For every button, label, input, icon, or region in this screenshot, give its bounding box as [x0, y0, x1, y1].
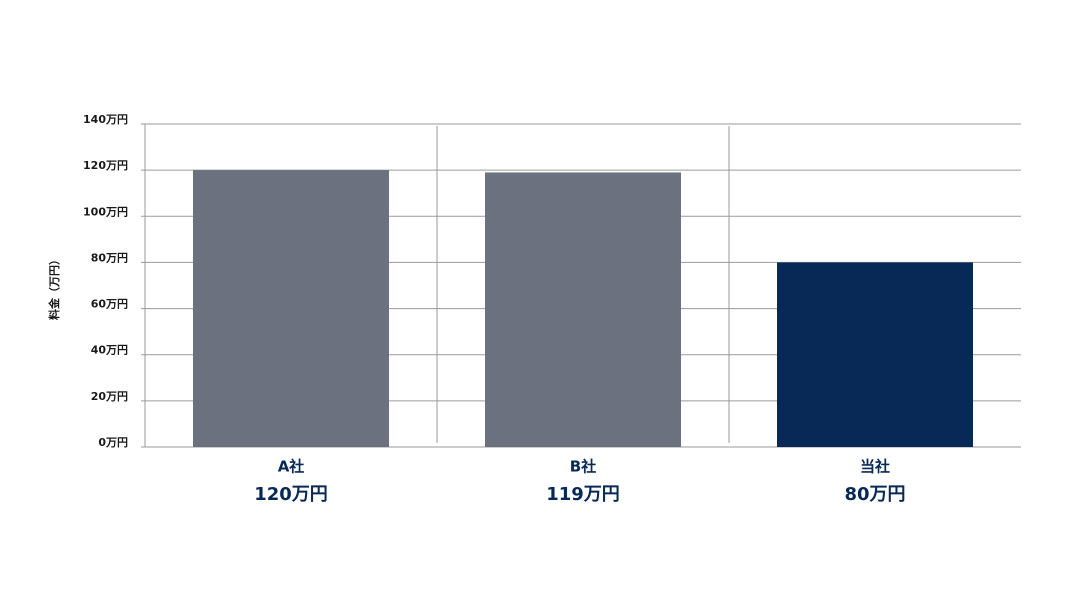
y-axis-label: 料金（万円）: [47, 254, 61, 320]
y-tick-label: 100万円: [83, 205, 128, 218]
y-tick-label: 80万円: [91, 251, 128, 264]
y-tick-label: 140万円: [83, 113, 128, 126]
x-tick-label: A社: [278, 458, 305, 476]
value-label: 120万円: [254, 484, 328, 505]
x-tick-label: B社: [570, 458, 596, 476]
x-tick-label: 当社: [860, 458, 890, 476]
value-label: 80万円: [844, 484, 905, 505]
y-tick-label: 40万円: [91, 344, 128, 357]
bar: [777, 262, 973, 447]
y-tick-label: 60万円: [91, 298, 128, 311]
value-label: 119万円: [546, 484, 620, 505]
y-tick-label: 20万円: [91, 390, 128, 403]
bar: [485, 172, 681, 447]
bar: [193, 170, 389, 447]
y-tick-label: 0万円: [98, 436, 128, 449]
y-tick-label: 120万円: [83, 159, 128, 172]
